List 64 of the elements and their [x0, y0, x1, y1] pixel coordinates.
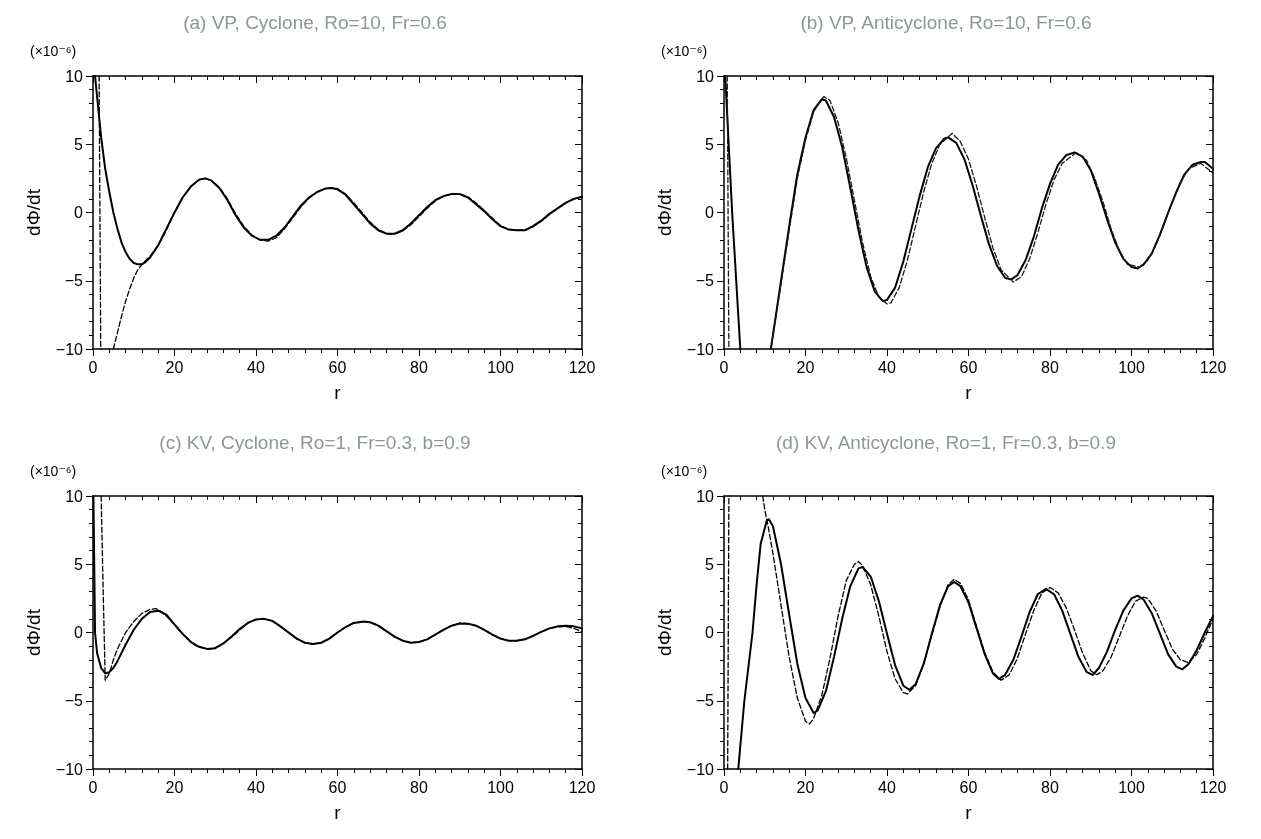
x-tick-label: 0 [88, 778, 98, 796]
chart-title: (c) KV, Cyclone, Ro=1, Fr=0.3, b=0.9 [159, 432, 471, 453]
x-tick-label: 40 [878, 358, 896, 376]
x-tick-label: 20 [796, 358, 815, 376]
chart-title: (d) KV, Anticyclone, Ro=1, Fr=0.3, b=0.9 [776, 432, 1116, 453]
text: (×10⁻⁶) [661, 43, 708, 59]
x-axis-title: r [965, 382, 973, 403]
text: (×10⁻⁶) [661, 463, 708, 479]
y-tick-label: 5 [74, 555, 84, 573]
y-tick-label: 10 [65, 487, 84, 505]
y-tick-label: −10 [55, 340, 84, 358]
x-tick-label: 100 [1118, 358, 1145, 376]
y-tick-label: 5 [74, 135, 84, 153]
y-tick-label: 5 [705, 555, 715, 573]
y-tick-label: 10 [696, 67, 715, 85]
y-axis-title: dΦ/dt [654, 608, 675, 656]
x-tick-label: 60 [328, 778, 347, 796]
x-tick-label: 120 [1199, 358, 1227, 376]
x-tick-label: 60 [959, 358, 978, 376]
x-tick-label: 20 [796, 778, 815, 796]
x-tick-label: 40 [878, 778, 896, 796]
x-axis-title: r [965, 802, 973, 823]
x-tick-label: 100 [487, 358, 514, 376]
y-tick-label: −10 [686, 340, 715, 358]
y-tick-label: 0 [705, 624, 715, 641]
x-tick-label: 80 [410, 778, 428, 796]
y-tick-label: −10 [686, 760, 715, 778]
y-tick-label: −5 [64, 272, 84, 290]
x-tick-label: 40 [247, 778, 265, 796]
y-tick-label: 0 [74, 204, 84, 221]
y-tick-label: 10 [65, 67, 84, 85]
y-tick-label: −10 [55, 760, 84, 778]
y-tick-label: 0 [705, 204, 715, 221]
x-tick-label: 40 [247, 358, 265, 376]
x-tick-label: 20 [165, 358, 184, 376]
chart-title: (b) VP, Anticyclone, Ro=10, Fr=0.6 [800, 12, 1092, 33]
x-tick-label: 60 [328, 358, 347, 376]
x-tick-label: 80 [410, 358, 428, 376]
x-tick-label: 0 [719, 778, 729, 796]
x-tick-label: 100 [1118, 778, 1145, 796]
y-tick-label: −5 [695, 272, 715, 290]
x-tick-label: 100 [487, 778, 514, 796]
x-tick-label: 60 [959, 778, 978, 796]
x-tick-label: 80 [1041, 358, 1059, 376]
y-axis-title: dΦ/dt [23, 608, 44, 656]
x-tick-label: 120 [568, 358, 596, 376]
x-tick-label: 0 [88, 358, 98, 376]
y-tick-label: 10 [696, 487, 715, 505]
text: (×10⁻⁶) [30, 463, 77, 479]
y-tick-label: 5 [705, 135, 715, 153]
x-axis-title: r [334, 802, 342, 823]
x-axis-title: r [334, 382, 342, 403]
x-tick-label: 80 [1041, 778, 1059, 796]
text: (×10⁻⁶) [30, 43, 77, 59]
y-axis-title: dΦ/dt [23, 188, 44, 236]
x-tick-label: 0 [719, 358, 729, 376]
x-tick-label: 120 [568, 778, 596, 796]
y-tick-label: 0 [74, 624, 84, 641]
y-tick-label: −5 [695, 692, 715, 710]
x-tick-label: 20 [165, 778, 184, 796]
x-tick-label: 120 [1199, 778, 1227, 796]
y-axis-title: dΦ/dt [654, 188, 675, 236]
y-tick-label: −5 [64, 692, 84, 710]
chart-title: (a) VP, Cyclone, Ro=10, Fr=0.6 [183, 12, 447, 33]
